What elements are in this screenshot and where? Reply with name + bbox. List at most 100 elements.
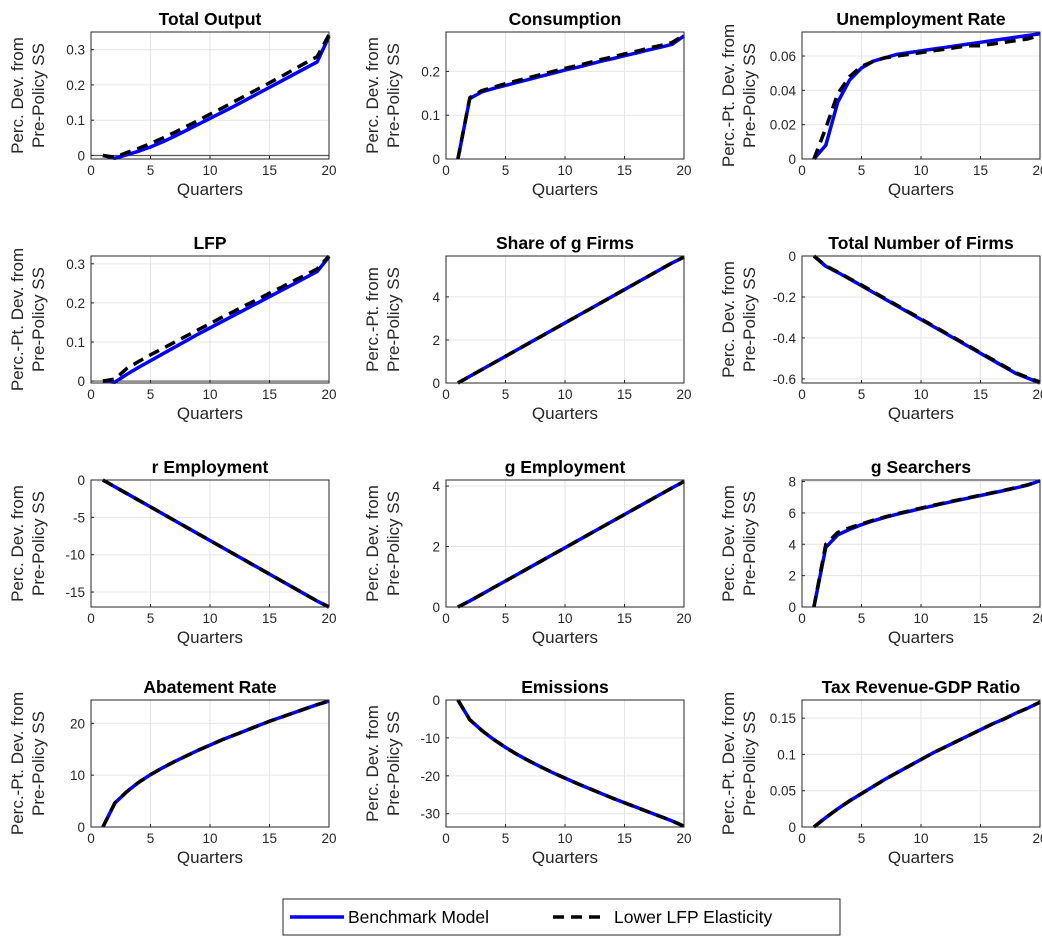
x-tick-label: 5 <box>502 387 510 402</box>
x-axis-label: Quarters <box>177 180 243 199</box>
x-tick-label: 15 <box>617 831 632 846</box>
y-tick-label: 20 <box>70 716 85 731</box>
y-tick-label: 8 <box>788 475 796 490</box>
y-tick-label: 0 <box>788 249 796 264</box>
x-axis-label: Quarters <box>177 848 243 867</box>
x-tick-label: 10 <box>202 163 217 178</box>
y-axis-label-line-1: Perc.-Pt. Dev. from <box>719 692 738 835</box>
series-line-lower-lfp <box>456 33 685 160</box>
y-axis-label-line-2: Pre-Policy SS <box>29 491 48 596</box>
x-tick-label: 10 <box>202 831 217 846</box>
x-tick-label: 15 <box>262 831 277 846</box>
x-axis-label: Quarters <box>888 848 954 867</box>
x-tick-label: 20 <box>676 387 691 402</box>
y-axis-label-line-2: Pre-Policy SS <box>29 43 48 148</box>
y-axis-label-line-2: Pre-Policy SS <box>384 43 403 148</box>
x-tick-label: 20 <box>1032 831 1042 846</box>
y-tick-label: 0 <box>432 152 440 167</box>
panel-title: Unemployment Rate <box>836 9 1005 29</box>
y-tick-label: 2 <box>432 540 440 555</box>
x-tick-label: 5 <box>147 611 155 626</box>
x-tick-label: 15 <box>617 611 632 626</box>
panel-title: Total Output <box>159 9 262 29</box>
x-tick-label: 20 <box>321 163 336 178</box>
series-line-lower-lfp <box>456 699 685 828</box>
y-tick-label: 0.3 <box>66 257 85 272</box>
y-axis-label-line-1: Perc. Dev. from <box>719 485 738 602</box>
x-tick-label: 20 <box>676 611 691 626</box>
x-axis-label: Quarters <box>888 180 954 199</box>
y-tick-label: 0.2 <box>66 78 85 93</box>
x-tick-label: 10 <box>202 611 217 626</box>
y-tick-label: 0.2 <box>66 296 85 311</box>
y-tick-label: 0 <box>432 693 440 708</box>
y-axis-label-line-1: Perc. Dev. from <box>8 37 27 154</box>
y-axis-label-line-1: Perc. Dev. from <box>363 705 382 822</box>
x-tick-label: 10 <box>913 163 928 178</box>
x-axis-label: Quarters <box>532 848 598 867</box>
y-axis-label-line-2: Pre-Policy SS <box>740 711 759 816</box>
x-tick-label: 5 <box>147 387 155 402</box>
y-tick-label: 0.15 <box>770 711 796 726</box>
x-axis-label: Quarters <box>888 404 954 423</box>
series-line-lower-lfp <box>457 479 685 609</box>
series-line-lower-lfp <box>101 699 330 828</box>
x-tick-label: 10 <box>913 831 928 846</box>
y-tick-label: 0.1 <box>777 747 796 762</box>
y-tick-label: 2 <box>432 333 440 348</box>
y-axis-label-line-2: Pre-Policy SS <box>384 491 403 596</box>
x-tick-label: 0 <box>798 831 806 846</box>
legend-label-lower-lfp: Lower LFP Elasticity <box>614 907 772 927</box>
x-tick-label: 20 <box>321 611 336 626</box>
x-tick-label: 0 <box>798 387 806 402</box>
series-line-lower-lfp <box>102 478 330 609</box>
x-tick-label: 20 <box>321 831 336 846</box>
y-tick-label: 0 <box>788 820 796 835</box>
y-tick-label: 0.1 <box>421 108 440 123</box>
series-line-benchmark <box>102 35 331 161</box>
y-axis-label-line-1: Perc.-Pt. Dev. from <box>8 248 27 391</box>
y-tick-label: 0 <box>77 374 85 389</box>
x-tick-label: 5 <box>147 163 155 178</box>
x-tick-label: 20 <box>676 831 691 846</box>
series-line-lower-lfp <box>812 33 1041 160</box>
y-axis-label-line-2: Pre-Policy SS <box>740 43 759 148</box>
y-axis-label-line-2: Pre-Policy SS <box>29 267 48 372</box>
y-tick-label: 4 <box>432 479 440 494</box>
y-tick-label: 0 <box>432 376 440 391</box>
x-axis-label: Quarters <box>532 404 598 423</box>
series-line-lower-lfp <box>812 700 1041 829</box>
panel-title: LFP <box>193 233 226 253</box>
y-tick-label: 10 <box>70 768 85 783</box>
series-line-benchmark <box>102 255 331 384</box>
x-axis-label: Quarters <box>532 180 598 199</box>
y-tick-label: 0.1 <box>66 335 85 350</box>
x-tick-label: 20 <box>1032 611 1042 626</box>
y-axis-label-line-2: Pre-Policy SS <box>384 267 403 372</box>
x-axis-label: Quarters <box>532 628 598 647</box>
x-tick-label: 10 <box>557 387 572 402</box>
x-tick-label: 10 <box>557 611 572 626</box>
panel: 0 5 10 15 20 0 0.05 0.1 0.15 Tax Revenue-GDP Rati… <box>719 677 1042 867</box>
series-line-lower-lfp <box>812 479 1041 608</box>
panel-title: Emissions <box>521 677 609 697</box>
x-tick-label: 20 <box>321 387 336 402</box>
series-line-lower-lfp <box>102 33 331 159</box>
y-axis-label-line-2: Pre-Policy SS <box>740 267 759 372</box>
x-tick-label: 15 <box>973 387 988 402</box>
y-axis-label-line-1: Perc. Dev. from <box>363 37 382 154</box>
x-tick-label: 15 <box>973 611 988 626</box>
x-tick-label: 15 <box>262 387 277 402</box>
x-tick-label: 0 <box>87 163 95 178</box>
y-tick-label: -0.2 <box>773 290 796 305</box>
y-tick-label: 0.05 <box>770 784 796 799</box>
panel-title: Consumption <box>509 9 622 29</box>
x-axis-label: Quarters <box>888 628 954 647</box>
y-tick-label: 0.2 <box>421 64 440 79</box>
x-tick-label: 0 <box>87 387 95 402</box>
panel: 0 5 10 15 20 0 2 4 Share of g Firms Quarters Perc.… <box>363 233 692 423</box>
x-tick-label: 10 <box>557 831 572 846</box>
x-tick-label: 5 <box>502 831 510 846</box>
y-tick-label: -10 <box>420 731 440 746</box>
